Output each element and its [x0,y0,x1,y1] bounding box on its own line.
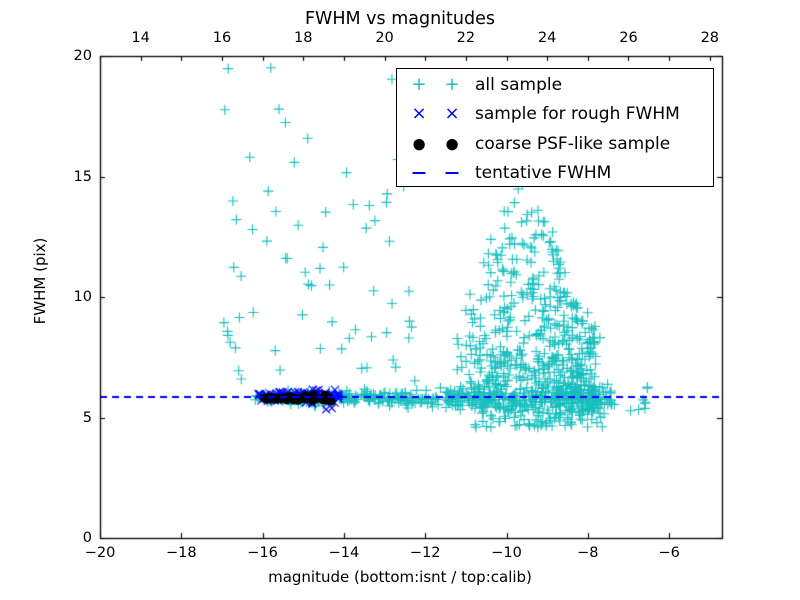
legend: + + all sample × × sample for rough FWHM ● ● coa… [396,68,714,187]
legend-label: all sample [475,74,563,95]
legend-glyph-icon: + [444,73,460,95]
legend-marker-line [397,159,475,189]
legend-glyph-icon [445,172,459,175]
legend-glyph-icon [412,172,426,175]
legend-item[interactable]: + + all sample [397,70,713,100]
legend-label: tentative FWHM [475,163,612,184]
legend-marker-+: + + [397,70,475,100]
legend-label: coarse PSF-like sample [475,133,671,154]
legend-marker-o: ● ● [397,129,475,159]
legend-item[interactable]: tentative FWHM [397,159,713,189]
legend-glyph-icon: × [411,103,427,125]
legend-item[interactable]: × × sample for rough FWHM [397,100,713,130]
legend-marker-x: × × [397,100,475,130]
legend-glyph-icon: × [444,103,460,125]
legend-item[interactable]: ● ● coarse PSF-like sample [397,129,713,159]
legend-glyph-icon: + [411,73,427,95]
legend-label: sample for rough FWHM [475,104,680,125]
legend-glyph-icon: ● [412,134,426,153]
legend-glyph-icon: ● [445,134,459,153]
